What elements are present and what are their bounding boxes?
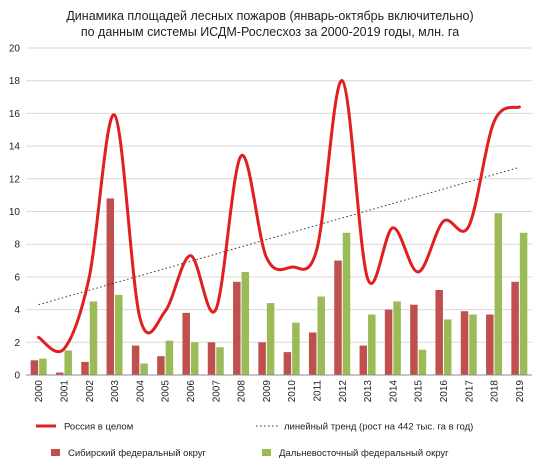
x-tick-label: 2016 — [439, 380, 450, 403]
bar-far-east — [64, 350, 72, 375]
bar-far-east — [519, 232, 528, 375]
bar-siberian — [283, 352, 292, 375]
y-tick-label: 4 — [14, 305, 20, 316]
x-tick-label: 2004 — [135, 380, 146, 403]
bar-siberian — [334, 260, 342, 375]
y-tick-label: 8 — [14, 240, 20, 251]
line-russia — [37, 79, 521, 354]
chart-title-line-1: Динамика площадей лесных пожаров (январь… — [66, 9, 473, 23]
bar-far-east — [317, 296, 325, 375]
bar-far-east — [494, 213, 503, 375]
legend-swatch-far-east — [262, 449, 271, 456]
bar-siberian — [308, 332, 317, 375]
bar-siberian — [182, 312, 190, 375]
bar-siberian — [81, 361, 89, 375]
bar-far-east — [368, 314, 376, 375]
legend-label-siberian: Сибирский федеральный округ — [68, 448, 207, 459]
bar-far-east — [266, 303, 275, 375]
legend-label-trend: линейный тренд (рост на 442 тыс. га в го… — [284, 422, 473, 433]
trend-line — [38, 166, 520, 306]
x-tick-label: 2010 — [287, 380, 298, 403]
x-tick-label: 2018 — [490, 380, 501, 403]
bar-far-east — [140, 363, 148, 375]
trend-layer — [38, 166, 520, 306]
bar-siberian — [384, 309, 393, 375]
y-tick-label: 12 — [9, 174, 21, 185]
legend-swatch-siberian — [51, 449, 60, 456]
y-tick-label: 14 — [9, 142, 21, 153]
bar-far-east — [115, 294, 123, 375]
bar-far-east — [165, 340, 174, 375]
bar-siberian — [258, 342, 266, 375]
chart-title-line-2: по данным системы ИСДМ-Рослесхоз за 2000… — [81, 25, 459, 39]
bar-far-east — [342, 232, 351, 375]
x-tick-label: 2008 — [237, 380, 248, 403]
y-tick-label: 0 — [14, 371, 20, 382]
x-tick-label: 2005 — [161, 380, 172, 403]
bar-far-east — [292, 322, 300, 375]
x-tick-label: 2011 — [312, 380, 323, 402]
y-tick-label: 10 — [9, 207, 21, 218]
bar-far-east — [190, 342, 199, 375]
x-tick-label: 2012 — [338, 380, 349, 403]
bar-siberian — [30, 360, 39, 375]
legend-label-russia: Россия в целом — [64, 422, 133, 433]
bar-siberian — [207, 342, 216, 375]
y-tick-label: 20 — [9, 44, 21, 55]
x-tick-label: 2002 — [85, 380, 96, 403]
bar-far-east — [443, 319, 452, 375]
x-tick-label: 2014 — [388, 380, 399, 403]
legend-label-far-east: Дальневосточный федеральный округ — [279, 448, 449, 459]
gridlines — [26, 47, 532, 343]
bar-far-east — [393, 301, 401, 375]
bar-siberian — [486, 314, 494, 375]
bar-siberian — [55, 372, 64, 375]
y-tick-label: 6 — [14, 272, 20, 283]
bar-siberian — [435, 289, 443, 375]
bar-siberian — [157, 356, 165, 375]
bar-siberian — [233, 281, 241, 375]
bar-siberian — [511, 281, 519, 375]
bar-siberian — [410, 304, 418, 375]
x-tick-label: 2001 — [59, 380, 70, 403]
x-tick-label: 2007 — [211, 380, 222, 403]
bar-far-east — [469, 314, 477, 375]
x-axis-tick-labels: 2000 2001 2002 2003 2004 2005 2006 2007 2008 2009… — [34, 380, 526, 403]
bar-siberian — [106, 198, 115, 375]
x-tick-label: 2000 — [34, 380, 45, 403]
y-tick-label: 18 — [9, 76, 21, 87]
x-tick-label: 2019 — [515, 380, 526, 403]
bar-siberian — [359, 345, 368, 375]
bar-far-east — [89, 301, 98, 375]
y-tick-label: 2 — [14, 338, 20, 349]
legend: Россия в целом линейный тренд (рост на 4… — [36, 422, 473, 459]
x-tick-label: 2009 — [262, 380, 273, 403]
y-tick-label: 16 — [9, 109, 21, 120]
bar-siberian — [460, 311, 469, 375]
x-tick-label: 2017 — [464, 380, 475, 403]
line-layer — [37, 79, 521, 354]
bar-far-east — [241, 271, 250, 375]
x-tick-label: 2013 — [363, 380, 374, 403]
bar-far-east — [39, 358, 47, 375]
bar-far-east — [216, 347, 224, 375]
bars — [30, 198, 528, 375]
x-tick-label: 2015 — [414, 380, 425, 403]
y-axis-tick-labels: 0 2 4 6 8 10 12 14 16 18 20 — [9, 44, 21, 382]
bar-far-east — [418, 349, 427, 375]
x-tick-label: 2006 — [186, 380, 197, 403]
bar-siberian — [131, 345, 140, 375]
x-tick-label: 2003 — [110, 380, 121, 403]
